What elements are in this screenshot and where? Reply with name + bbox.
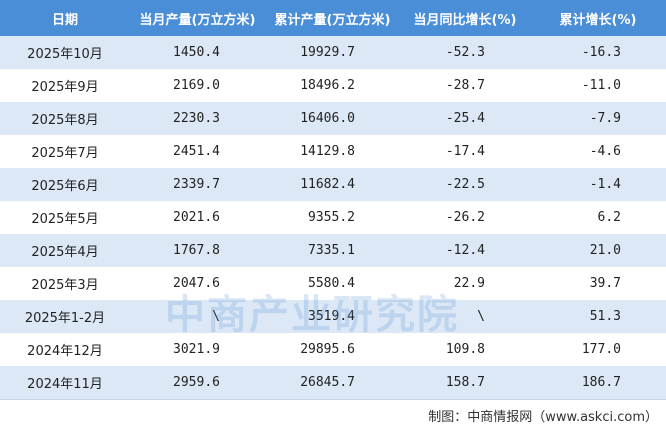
date-cell: 2025年4月 [31,245,99,260]
value-cell: 109.8 [445,342,485,357]
value-cell: -22.5 [445,177,485,192]
value-cell: 16406.0 [300,111,355,126]
value-cell: 19929.7 [300,45,355,60]
date-cell: 2025年10月 [27,47,103,62]
value-cell: -1.4 [589,177,621,192]
value-cell: 186.7 [581,375,621,390]
value-cell: 21.0 [589,243,621,258]
date-cell: 2024年12月 [27,344,103,359]
divider [0,399,666,400]
table-row: 2025年4月 1767.8 7335.1 -12.4 21.0 [0,234,666,267]
table-row: 2025年6月 2339.7 11682.4 -22.5 -1.4 [0,168,666,201]
value-cell: -26.2 [445,210,485,225]
value-cell: 2021.6 [173,210,220,225]
date-cell: 2025年8月 [31,113,99,128]
table-row: 2024年12月 3021.9 29895.6 109.8 177.0 [0,333,666,366]
value-cell: 29895.6 [300,342,355,357]
value-cell: -52.3 [445,45,485,60]
value-cell: 39.7 [589,276,621,291]
value-cell: 158.7 [445,375,485,390]
value-cell: -17.4 [445,144,485,159]
value-cell: 2047.6 [173,276,220,291]
header-cell: 当月产量(万立方米) [139,12,256,28]
value-cell: 2169.0 [173,78,220,93]
value-cell: 3021.9 [173,342,220,357]
value-cell: \ [477,309,485,324]
footer: 制图：中商情报网（www.askci.com） [428,410,658,425]
value-cell: 2959.6 [173,375,220,390]
date-cell: 2025年6月 [31,179,99,194]
date-cell: 2025年7月 [31,146,99,161]
value-cell: -7.9 [589,111,621,126]
value-cell: -28.7 [445,78,485,93]
table-row: 2025年10月 1450.4 19929.7 -52.3 -16.3 [0,36,666,69]
header-cell: 当月同比增长(%) [413,12,517,28]
value-cell: 1450.4 [173,45,220,60]
value-cell: 5580.4 [308,276,355,291]
value-cell: 22.9 [453,276,485,291]
date-cell: 2025年3月 [31,278,99,293]
table-row: 2025年3月 2047.6 5580.4 22.9 39.7 [0,267,666,300]
header-cell: 日期 [51,12,78,28]
value-cell: 9355.2 [308,210,355,225]
value-cell: 6.2 [597,210,621,225]
value-cell: 7335.1 [308,243,355,258]
value-cell: 3519.4 [308,309,355,324]
value-cell: -16.3 [581,45,621,60]
table-row: 2025年9月 2169.0 18496.2 -28.7 -11.0 [0,69,666,102]
value-cell: 1767.8 [173,243,220,258]
value-cell: 14129.8 [300,144,355,159]
value-cell: 11682.4 [300,177,355,192]
date-cell: 2025年5月 [31,212,99,227]
value-cell: -11.0 [581,78,621,93]
value-cell: \ [212,309,220,324]
header-cell: 累计产量(万立方米) [274,12,391,28]
value-cell: 177.0 [581,342,621,357]
table-row: 2025年7月 2451.4 14129.8 -17.4 -4.6 [0,135,666,168]
value-cell: 2451.4 [173,144,220,159]
header-cell: 累计增长(%) [559,12,637,28]
table-row: 2024年11月 2959.6 26845.7 158.7 186.7 [0,366,666,399]
value-cell: -12.4 [445,243,485,258]
value-cell: 51.3 [589,309,621,324]
header-row: 日期 当月产量(万立方米) 累计产量(万立方米) 当月同比增长(%) 累计增长(%) [0,0,666,36]
value-cell: 2339.7 [173,177,220,192]
value-cell: -25.4 [445,111,485,126]
value-cell: 18496.2 [300,78,355,93]
value-cell: 26845.7 [300,375,355,390]
table-row: 2025年1-2月 \ 3519.4 \ 51.3 [0,300,666,333]
date-cell: 2024年11月 [27,377,103,392]
value-cell: -4.6 [589,144,621,159]
value-cell: 2230.3 [173,111,220,126]
date-cell: 2025年9月 [31,80,99,95]
table-row: 2025年5月 2021.6 9355.2 -26.2 6.2 [0,201,666,234]
watermark: 中商产业研究院 [165,292,459,338]
date-cell: 2025年1-2月 [24,311,106,326]
table-row: 2025年8月 2230.3 16406.0 -25.4 -7.9 [0,102,666,135]
